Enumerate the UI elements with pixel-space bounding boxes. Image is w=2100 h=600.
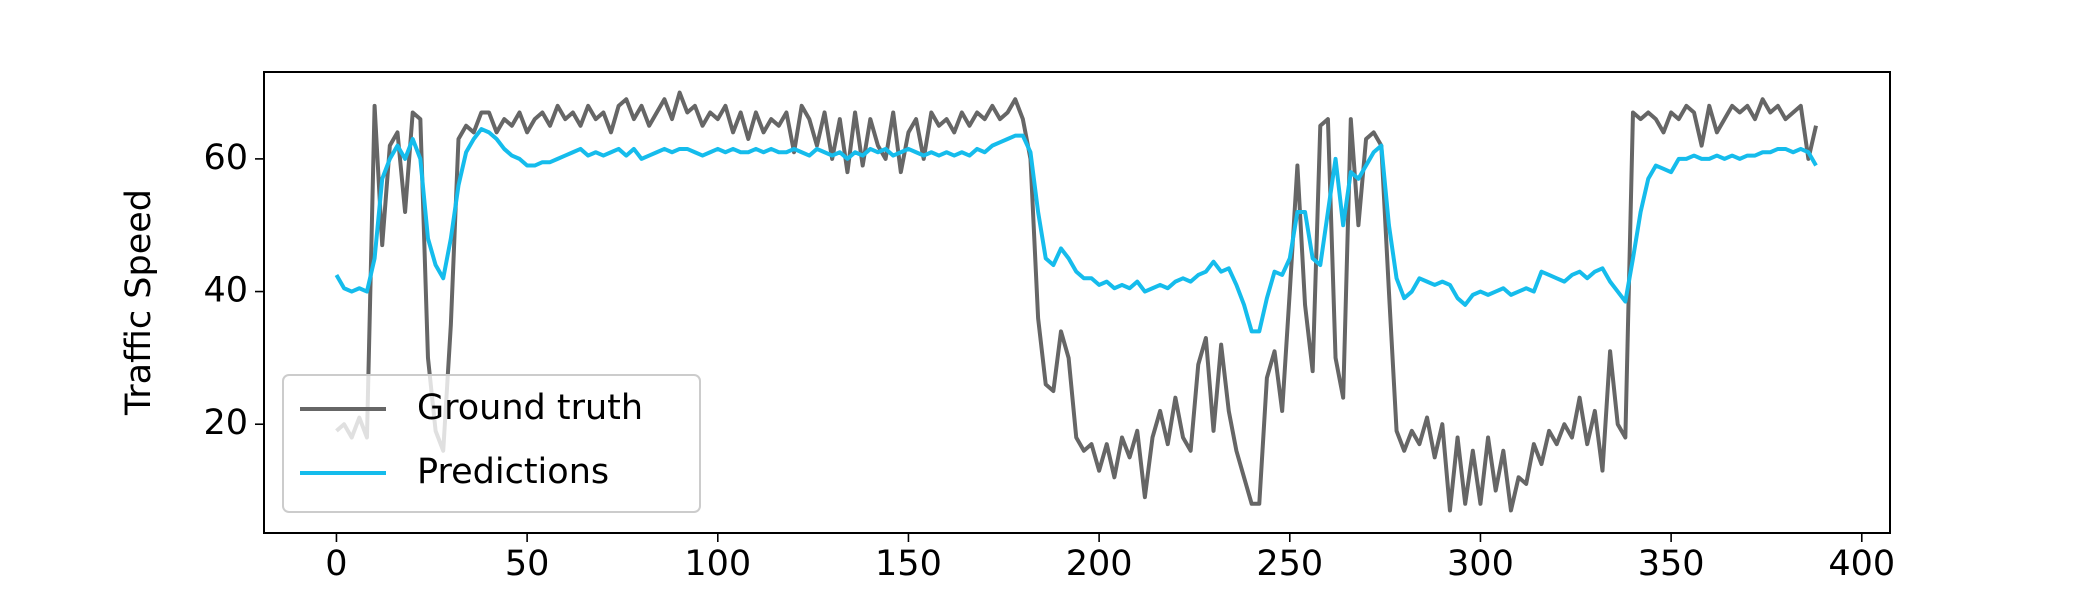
- legend-label: Predictions: [417, 452, 609, 492]
- x-tick-label: 50: [505, 544, 550, 584]
- plot-frame: [263, 71, 1891, 534]
- legend: Ground truth Predictions: [282, 374, 701, 513]
- x-tick-label: 400: [1828, 544, 1895, 584]
- y-tick-label: 60: [203, 138, 248, 178]
- x-tick-label: 100: [684, 544, 751, 584]
- x-tick-label: 150: [875, 544, 942, 584]
- x-tick-label: 0: [325, 544, 347, 584]
- y-axis-label: Traffic Speed: [119, 189, 159, 416]
- x-tick-label: 250: [1256, 544, 1323, 584]
- x-tick-label: 350: [1638, 544, 1705, 584]
- line-series: [335, 90, 1818, 513]
- y-tick-label: 20: [203, 403, 248, 443]
- x-tick-label: 200: [1066, 544, 1133, 584]
- plot-area: [334, 90, 1818, 513]
- x-tick-label: 300: [1447, 544, 1514, 584]
- line-series: [334, 127, 1818, 334]
- legend-label: Ground truth: [417, 388, 643, 428]
- legend-frame: [282, 374, 701, 513]
- y-tick-label: 40: [203, 271, 248, 311]
